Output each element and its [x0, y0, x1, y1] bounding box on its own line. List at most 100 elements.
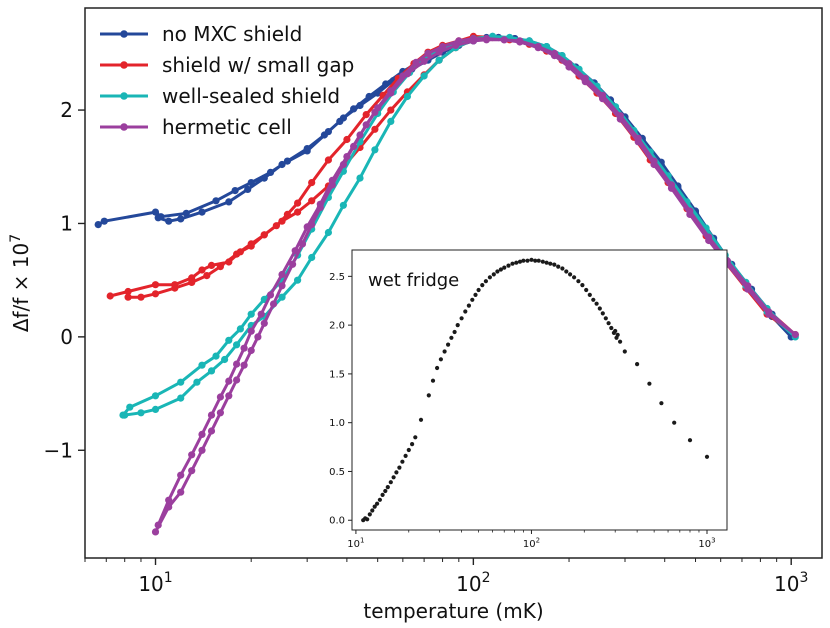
series-3-point-16 — [298, 240, 307, 248]
inset-x-tick-label-1: 102 — [523, 537, 540, 551]
series-3-point-52 — [705, 233, 713, 241]
series-2-point-59 — [420, 72, 428, 80]
legend-marker-2 — [120, 92, 128, 100]
series-3-point-21 — [350, 142, 358, 150]
inset-point-36 — [480, 283, 485, 288]
inset-point-50 — [533, 258, 538, 263]
inset-point-19 — [413, 435, 418, 440]
y-tick-label-2: 1 — [60, 211, 73, 235]
inset-point-57 — [560, 266, 565, 271]
series-3-point-77 — [303, 223, 311, 231]
inset-point-38 — [487, 275, 492, 280]
legend-label-0: no MXC shield — [162, 22, 302, 46]
inset-point-44 — [510, 261, 515, 266]
series-3-point-56 — [634, 134, 642, 142]
series-1-point-7 — [225, 258, 233, 266]
inset-point-55 — [552, 262, 557, 267]
series-3-point-80 — [266, 291, 275, 299]
series-3-point-59 — [581, 74, 589, 82]
inset-point-70 — [606, 321, 611, 326]
series-3-point-9 — [240, 361, 248, 369]
series-2-point-75 — [177, 394, 185, 402]
inset-point-81 — [672, 420, 677, 425]
series-1-point-63 — [387, 106, 395, 114]
series-3-point-7 — [225, 392, 233, 400]
series-3-point-6 — [216, 409, 224, 417]
series-2-point-76 — [151, 405, 160, 413]
legend-label-2: well-sealed shield — [162, 84, 340, 108]
series-0-point-6 — [231, 187, 239, 195]
series-0-point-75 — [177, 215, 185, 223]
inset-point-3 — [367, 512, 372, 517]
series-3-point-89 — [188, 451, 196, 459]
series-1-point-69 — [294, 208, 302, 216]
series-2-point-1 — [126, 403, 134, 411]
inset-point-59 — [568, 272, 573, 277]
series-2-point-64 — [339, 201, 347, 209]
series-3-point-22 — [362, 121, 370, 129]
series-1-point-73 — [233, 250, 241, 258]
inset-point-10 — [385, 485, 390, 490]
inset-point-39 — [491, 272, 496, 277]
inset-point-24 — [438, 357, 443, 362]
series-2-point-58 — [435, 56, 443, 64]
inset-point-82 — [687, 438, 693, 443]
inset-point-56 — [556, 264, 561, 269]
series-0-point-1 — [100, 217, 108, 225]
series-0-point-5 — [212, 197, 220, 205]
series-3-point-90 — [177, 471, 185, 479]
series-3-point-67 — [452, 41, 460, 50]
inset-point-83 — [704, 454, 710, 459]
main-series-layer — [94, 32, 799, 536]
series-3-point-72 — [371, 108, 379, 116]
series-3-point-58 — [599, 91, 607, 99]
inset-y-tick-label-1: 0.5 — [329, 467, 345, 478]
series-1-point-14 — [308, 179, 316, 187]
inset-frame — [351, 249, 728, 531]
series-2-point-73 — [207, 367, 216, 375]
inset-point-16 — [403, 453, 408, 458]
series-0-point-67 — [339, 114, 347, 122]
inset-point-20 — [418, 417, 424, 422]
series-3-point-49 — [765, 308, 773, 316]
inset-point-37 — [483, 279, 488, 284]
inset-point-80 — [659, 401, 664, 406]
inset-y-tick-label-3: 1.5 — [329, 369, 345, 380]
y-axis-label: Δf/f × 107 — [8, 234, 33, 332]
legend-marker-1 — [120, 61, 128, 69]
inset-point-61 — [576, 279, 581, 284]
inset-y-tick-label-4: 2.0 — [329, 321, 345, 332]
inset-x-tick-label-2: 103 — [698, 537, 715, 551]
inset-chart: 0.0 0.5 1.0 1.5 2.0 2.5 101 102 103 wet fridge — [329, 249, 728, 551]
inset-point-41 — [498, 267, 503, 272]
inset-y-tick-label-0: 0.0 — [329, 516, 345, 527]
inset-point-67 — [597, 306, 602, 311]
series-2-point-68 — [278, 293, 286, 301]
series-0-point-72 — [244, 185, 252, 193]
series-1-point-75 — [203, 272, 211, 280]
series-3-point-54 — [667, 181, 676, 189]
series-0-point-73 — [225, 198, 233, 206]
series-3-point-68 — [435, 48, 443, 56]
inset-annotation: wet fridge — [368, 270, 459, 291]
series-2-point-8 — [247, 310, 255, 318]
series-1-point-64 — [371, 125, 379, 133]
series-3-point-61 — [550, 49, 559, 58]
series-3-point-48 — [791, 331, 799, 339]
x-tick-label-0: 101 — [138, 570, 172, 596]
inset-point-4 — [370, 508, 375, 513]
series-1-point-80 — [124, 293, 132, 301]
series-3-point-5 — [207, 427, 216, 435]
inset-point-64 — [587, 292, 592, 297]
inset-point-46 — [517, 259, 523, 264]
inset-point-7 — [377, 497, 382, 502]
inset-point-43 — [506, 263, 511, 268]
series-2-point-71 — [233, 341, 241, 349]
y-tick-label-1: 0 — [60, 325, 73, 349]
series-0-point-2 — [151, 208, 160, 216]
series-3-point-1 — [165, 503, 173, 511]
inset-point-34 — [473, 292, 478, 297]
inset-point-18 — [410, 442, 415, 447]
inset-point-71 — [609, 325, 614, 331]
